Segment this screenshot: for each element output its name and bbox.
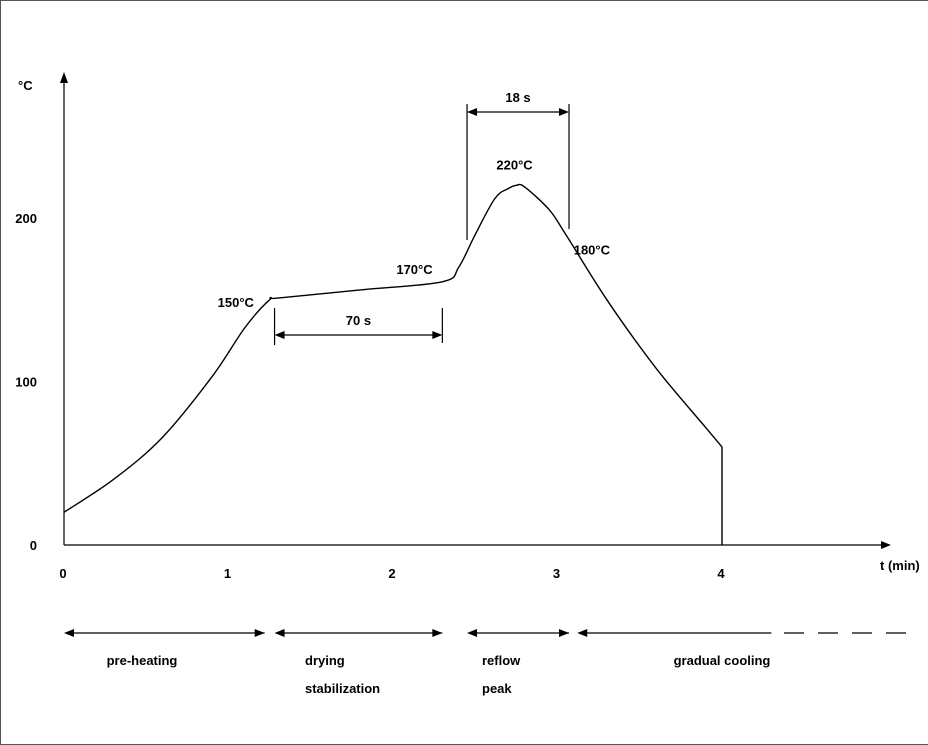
temperature-point-label: 180°C <box>574 242 611 257</box>
temperature-point-label: 150°C <box>218 295 255 310</box>
duration-label: 70 s <box>346 313 371 328</box>
phase-label: peak <box>482 681 512 696</box>
y-tick-label: 0 <box>30 538 37 553</box>
x-tick-label: 0 <box>59 566 66 581</box>
dimension-arrow-left <box>467 108 478 116</box>
phase-label: stabilization <box>305 681 380 696</box>
phase-arrow-left <box>467 629 478 637</box>
phase-arrow-left <box>64 629 74 637</box>
phase-arrow-left <box>577 629 588 637</box>
y-axis-arrow <box>60 72 68 83</box>
dimension-arrow-left <box>274 331 285 339</box>
temperature-curve <box>63 183 723 513</box>
phase-label: pre-heating <box>107 653 178 668</box>
phase-label: drying <box>305 653 345 668</box>
phase-arrow-right <box>432 629 443 637</box>
phase-arrow-right <box>254 629 265 637</box>
y-tick-label: 200 <box>15 211 37 226</box>
x-tick-label: 1 <box>224 566 231 581</box>
duration-label: 18 s <box>505 90 530 105</box>
x-axis-arrow <box>881 541 891 549</box>
dimension-arrow-right <box>432 331 443 339</box>
y-tick-label: 100 <box>15 375 37 390</box>
phase-label: reflow <box>482 653 521 668</box>
temperature-point-label: 220°C <box>496 157 533 172</box>
x-tick-label: 4 <box>717 566 725 581</box>
phase-label: gradual cooling <box>674 653 771 668</box>
temperature-point-label: 170°C <box>396 262 433 277</box>
dimension-arrow-right <box>559 108 570 116</box>
phase-arrow-right <box>559 629 570 637</box>
x-axis-label: t (min) <box>880 558 920 573</box>
y-axis-unit-label: °C <box>18 78 33 93</box>
phase-arrow-left <box>274 629 285 637</box>
x-tick-label: 3 <box>553 566 560 581</box>
x-tick-label: 2 <box>388 566 395 581</box>
